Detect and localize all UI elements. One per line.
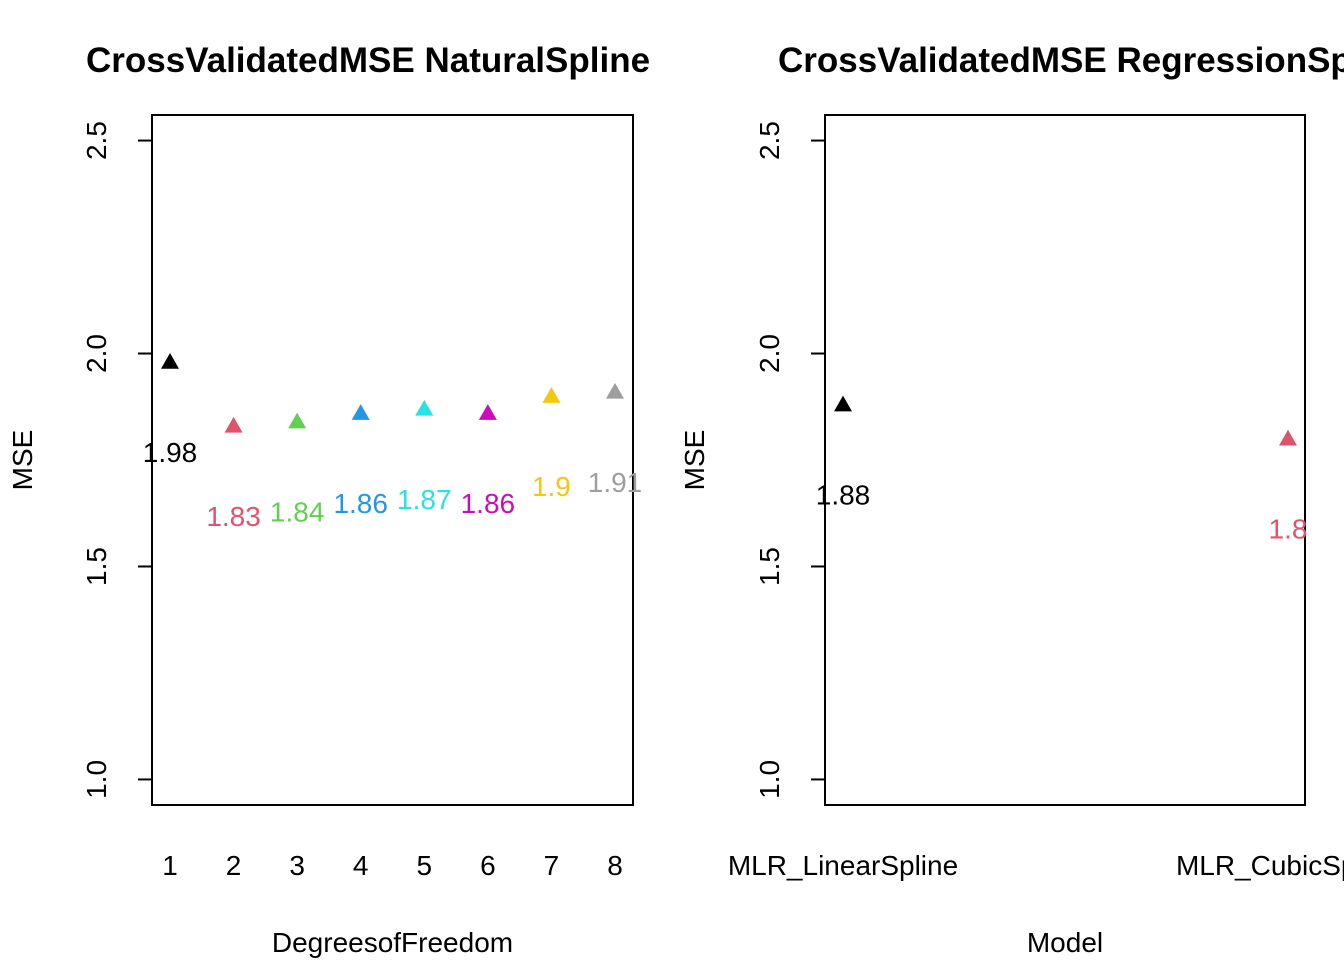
data-point <box>351 404 370 420</box>
chart-title: CrossValidatedMSE RegressionSpline <box>778 41 1344 80</box>
chart-title: CrossValidatedMSE NaturalSpline <box>86 41 650 80</box>
data-point <box>606 382 624 399</box>
x-tick-label: 6 <box>480 850 496 881</box>
y-tick-label: 1.0 <box>754 760 785 799</box>
data-point <box>478 404 497 420</box>
x-tick-label: 3 <box>289 850 305 881</box>
y-axis-label: MSE <box>7 430 38 491</box>
data-point <box>161 353 179 369</box>
data-label: 1.83 <box>206 501 261 532</box>
data-label: 1.98 <box>143 437 198 468</box>
x-tick-label: 7 <box>544 850 560 881</box>
x-axis-label: DegreesofFreedom <box>272 927 513 958</box>
x-tick-label: 2 <box>226 850 242 881</box>
y-tick-label: 1.0 <box>81 760 112 799</box>
chart-panel-1: CrossValidatedMSE NaturalSpline 1.0 1.5 2.0… <box>7 41 650 958</box>
data-label: 1.88 <box>816 480 871 511</box>
y-tick-label: 2.5 <box>754 121 785 160</box>
data-point <box>288 412 307 429</box>
x-tick-label: 4 <box>353 850 369 881</box>
x-axis-label: Model <box>1027 927 1103 958</box>
data-point <box>834 395 852 412</box>
data-label: 1.86 <box>461 488 516 519</box>
data-label: 1.84 <box>270 497 325 528</box>
data-label: 1.86 <box>333 488 388 519</box>
x-tick-label: MLR_CubicSpline <box>1176 850 1344 881</box>
data-point <box>224 416 243 433</box>
data-label: 1.8 <box>1269 514 1308 545</box>
y-tick-label: 1.5 <box>81 547 112 586</box>
y-tick-label: 2.0 <box>81 334 112 373</box>
x-tick-label: 1 <box>162 850 178 881</box>
chart-panel-2: CrossValidatedMSE RegressionSpline 1.0 1.5… <box>679 41 1344 958</box>
data-label: 1.9 <box>532 471 571 502</box>
data-point <box>542 387 561 403</box>
data-label: 1.91 <box>588 467 643 498</box>
y-tick-label: 2.5 <box>81 121 112 160</box>
y-axis-label: MSE <box>679 430 710 491</box>
y-tick-label: 1.5 <box>754 547 785 586</box>
x-tick-label: MLR_LinearSpline <box>728 850 958 881</box>
data-point <box>415 399 434 416</box>
plot-frame <box>824 114 1306 806</box>
x-tick-label: 8 <box>607 850 623 881</box>
data-point <box>1279 429 1297 446</box>
x-tick-label: 5 <box>416 850 432 881</box>
data-label: 1.87 <box>397 484 452 515</box>
y-tick-label: 2.0 <box>754 334 785 373</box>
plot-frame <box>151 114 634 806</box>
